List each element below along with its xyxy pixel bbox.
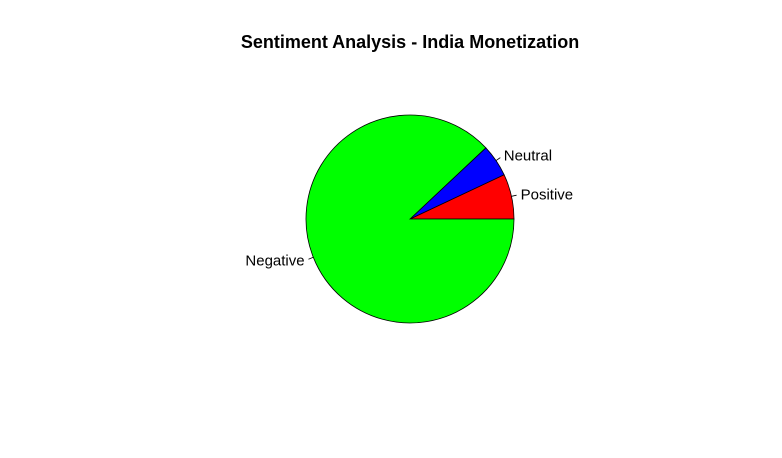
slice-label-negative: Negative <box>245 253 304 270</box>
pie-slices <box>305 114 515 324</box>
label-tick-negative <box>308 256 314 260</box>
chart-title: Sentiment Analysis - India Monetization <box>241 32 579 52</box>
slice-label-positive: Positive <box>521 186 574 203</box>
label-tick-neutral <box>495 157 501 161</box>
label-tick-positive <box>511 194 517 197</box>
pie-labels: Positive Neutral Negative <box>245 147 573 269</box>
slice-label-neutral: Neutral <box>504 147 552 164</box>
slice-negative <box>305 114 515 324</box>
